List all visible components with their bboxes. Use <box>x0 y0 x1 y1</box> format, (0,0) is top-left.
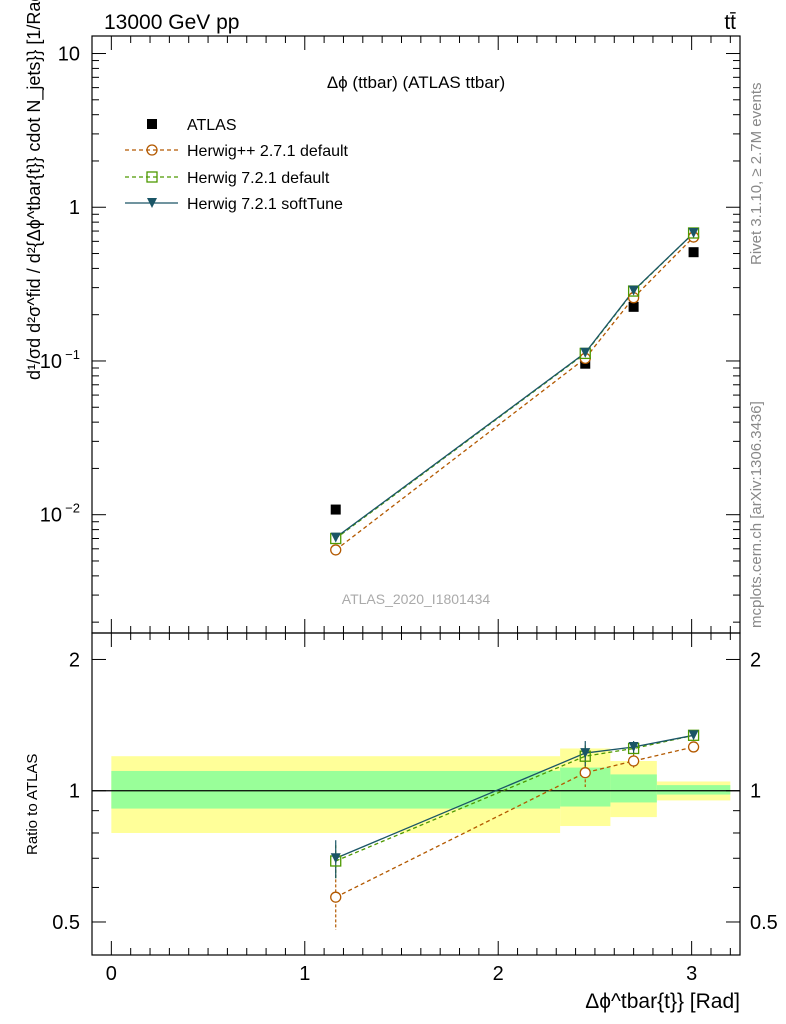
main-y-tick-label: 10 <box>58 44 80 66</box>
energy-label: 13000 GeV pp <box>104 11 239 34</box>
legend-entry-herwig721: Herwig 7.2.1 default <box>125 170 330 187</box>
mcplots-label: mcplots.cern.ch [arXiv:1306.3436] <box>748 401 765 628</box>
legend-entry-herwigpp: Herwig++ 2.7.1 default <box>125 143 349 160</box>
main-y-tick-exponent: −2 <box>65 501 80 516</box>
series-line-softtune <box>335 232 695 539</box>
ratio-y-tick-label-right: 2 <box>750 649 761 671</box>
ratio-band-inner <box>656 785 731 795</box>
ratio-line-softtune <box>335 734 694 859</box>
data-point-atlas <box>330 504 341 515</box>
ratio-point-softtune <box>688 730 699 741</box>
data-point-softtune <box>580 347 591 358</box>
main-y-tick-label: 1 <box>69 197 80 219</box>
ratio-point-herwigpp <box>579 767 591 779</box>
data-point-atlas <box>628 301 639 312</box>
ratio-point-softtune <box>628 741 639 752</box>
legend-label-atlas: ATLAS <box>187 117 237 134</box>
data-point-softtune <box>688 227 699 238</box>
ratio-point-herwigpp <box>687 741 700 753</box>
data-point-atlas <box>688 247 699 258</box>
ratio-frame <box>91 632 741 956</box>
series-line-herwig721 <box>335 232 695 540</box>
ratio-y-tick-label-right: 0.5 <box>750 912 778 934</box>
x-tick-label: 1 <box>299 963 310 985</box>
legend-label-softtune: Herwig 7.2.1 softTune <box>187 196 343 213</box>
legend: ATLAS Herwig++ 2.7.1 default Herwig 7.2.… <box>125 117 349 213</box>
ratio-y-tick-label: 1 <box>69 781 80 803</box>
main-y-tick-label: 10 <box>40 505 62 527</box>
legend-label-herwig721: Herwig 7.2.1 default <box>187 170 330 187</box>
legend-marker-atlas <box>147 119 157 129</box>
process-label: tt̄ <box>724 11 736 34</box>
legend-entry-softtune: Herwig 7.2.1 softTune <box>125 196 343 213</box>
ratio-panel: 0 1 2 3 2 2 1 1 0.5 0.5 Ratio to ATLAS Δϕ^tbar{t}… <box>24 632 778 1013</box>
ratio-point-herwigpp <box>627 755 640 767</box>
series-line-herwigpp <box>335 236 695 551</box>
data-point-herwigpp <box>330 544 342 556</box>
ratio-line-herwigpp <box>335 746 694 898</box>
analysis-watermark: ATLAS_2020_I1801434 <box>342 591 491 607</box>
ratio-line-herwig721 <box>335 734 694 862</box>
x-axis-label: Δϕ^tbar{t}} [Rad] <box>585 990 740 1013</box>
main-y-axis-label: d¹/σd d²σ^fid / d²{Δϕ^tbar{t}} cdot N_je… <box>24 0 45 380</box>
legend-label-herwigpp: Herwig++ 2.7.1 default <box>187 143 349 160</box>
main-y-tick-label: 10 <box>40 351 62 373</box>
ratio-band-inner <box>111 770 561 809</box>
data-point-softtune <box>330 532 341 543</box>
legend-marker-softtune <box>147 198 157 208</box>
ratio-band-inner <box>610 774 657 803</box>
data-point-softtune <box>628 285 639 296</box>
ratio-y-tick-label: 2 <box>69 649 80 671</box>
x-tick-label: 0 <box>106 963 117 985</box>
ratio-point-herwigpp <box>330 891 342 903</box>
plot-title: Δϕ (ttbar) (ATLAS ttbar) <box>327 73 505 92</box>
legend-marker-herwigpp <box>146 144 158 156</box>
ratio-point-softtune <box>580 748 591 759</box>
main-y-tick-exponent: −1 <box>65 347 80 362</box>
legend-entry-atlas: ATLAS <box>147 117 237 134</box>
rivet-version-label: Rivet 3.1.10, ≥ 2.7M events <box>748 83 765 266</box>
ratio-point-softtune <box>330 853 341 864</box>
ratio-y-tick-label-right: 1 <box>750 781 761 803</box>
main-plot-content <box>330 227 700 556</box>
ratio-y-axis-label: Ratio to ATLAS <box>24 754 41 855</box>
ratio-plot-content <box>92 729 740 930</box>
legend-marker-herwig721 <box>146 171 158 183</box>
x-tick-label: 3 <box>686 963 697 985</box>
ratio-axis-ticks: 0 1 2 3 2 2 1 1 0.5 0.5 <box>52 633 778 985</box>
x-tick-label: 2 <box>493 963 504 985</box>
ratio-y-tick-label: 0.5 <box>52 912 80 934</box>
